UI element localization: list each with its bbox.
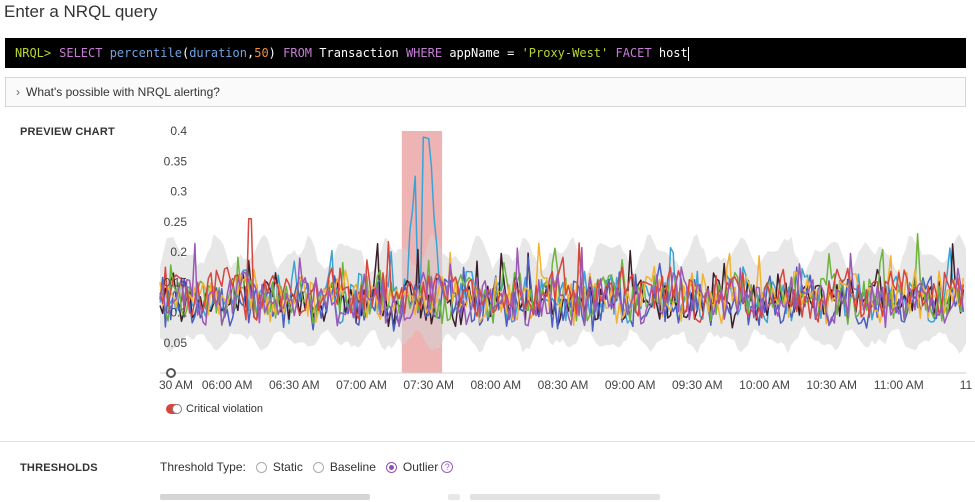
preview-chart-label: PREVIEW CHART <box>20 126 115 138</box>
nrql-token: ( <box>181 46 190 60</box>
y-tick-label: 0.2 <box>170 245 187 259</box>
threshold-option-baseline-label: Baseline <box>329 460 376 474</box>
x-tick-label: 06:30 AM <box>269 378 320 392</box>
nrql-token: 50 <box>254 46 269 60</box>
radio-icon[interactable] <box>312 461 324 473</box>
threshold-type-label: Threshold Type: <box>160 460 246 474</box>
nrql-help-link[interactable]: What's possible with NRQL alerting? <box>26 85 220 99</box>
threshold-option-outlier[interactable]: Outlier ? <box>385 460 454 474</box>
nrql-token: 'Proxy-West' <box>521 46 616 60</box>
next-row-partial <box>160 494 680 502</box>
page-title: Enter a NRQL query <box>4 2 158 21</box>
radio-checked-icon[interactable] <box>385 461 397 473</box>
section-divider <box>0 441 975 442</box>
nrql-token: appName <box>449 46 508 60</box>
chevron-right-icon: › <box>16 85 20 99</box>
threshold-option-baseline[interactable]: Baseline <box>312 460 376 474</box>
y-tick-label: 0.25 <box>164 215 188 229</box>
threshold-option-static[interactable]: Static <box>255 460 303 474</box>
nrql-token: Transaction <box>319 46 406 60</box>
x-tick-label: 08:00 AM <box>470 378 521 392</box>
nrql-token: WHERE <box>405 46 450 60</box>
threshold-option-outlier-label: Outlier <box>402 460 439 474</box>
series-line-6 <box>159 242 965 329</box>
nrql-token: , <box>246 46 255 60</box>
nrql-token: FACET <box>615 46 659 60</box>
nrql-token: host <box>658 46 688 60</box>
nrql-token: = <box>507 46 522 60</box>
nrql-query-input[interactable]: NRQL> SELECT percentile(duration,50) FROM… <box>5 38 966 68</box>
thresholds-label: THRESHOLDS <box>20 462 98 474</box>
x-tick-label: 11 <box>960 378 973 392</box>
critical-violation-toggle-icon[interactable] <box>166 404 182 414</box>
threshold-option-static-label: Static <box>272 460 303 474</box>
nrql-prompt: NRQL> <box>15 46 52 60</box>
threshold-type-row: Threshold Type: Static Baseline Outlier … <box>160 460 454 474</box>
y-tick-label: 0.05 <box>164 336 188 350</box>
y-tick-label: 0.1 <box>170 306 187 320</box>
chart-legend: Critical violation <box>166 403 263 415</box>
x-tick-label: 10:00 AM <box>739 378 790 392</box>
series-line-5 <box>159 217 965 323</box>
x-tick-label: 11:00 AM <box>874 378 924 392</box>
x-tick-label: 09:30 AM <box>672 378 723 392</box>
x-tick-label: 07:00 AM <box>336 378 387 392</box>
origin-marker-icon <box>166 368 176 378</box>
nrql-token: percentile <box>109 46 182 60</box>
x-tick-label: 30 AM <box>159 378 193 392</box>
legend-critical-violation-label: Critical violation <box>186 403 264 415</box>
nrql-token: SELECT <box>59 46 110 60</box>
nrql-token: ) <box>268 46 284 60</box>
preview-chart: 0.4 0.35 0.3 0.25 0.2 0.15 0.1 0.05 30 AM 06:00 A… <box>159 124 973 392</box>
x-tick-label: 07:30 AM <box>403 378 454 392</box>
help-icon[interactable]: ? <box>441 461 454 473</box>
y-tick-label: 0.15 <box>164 275 188 289</box>
y-tick-label: 0.3 <box>170 185 187 199</box>
x-tick-label: 10:30 AM <box>806 378 857 392</box>
x-tick-label: 06:00 AM <box>202 378 253 392</box>
nrql-token: duration <box>189 46 247 60</box>
radio-icon[interactable] <box>255 461 267 473</box>
x-tick-label: 09:00 AM <box>605 378 656 392</box>
text-cursor <box>687 46 689 61</box>
x-tick-label: 08:30 AM <box>538 378 589 392</box>
nrql-help-expander[interactable]: › What's possible with NRQL alerting? <box>5 77 966 107</box>
y-tick-label: 0.4 <box>170 124 187 138</box>
nrql-token: FROM <box>283 46 320 60</box>
y-tick-label: 0.35 <box>164 154 188 168</box>
